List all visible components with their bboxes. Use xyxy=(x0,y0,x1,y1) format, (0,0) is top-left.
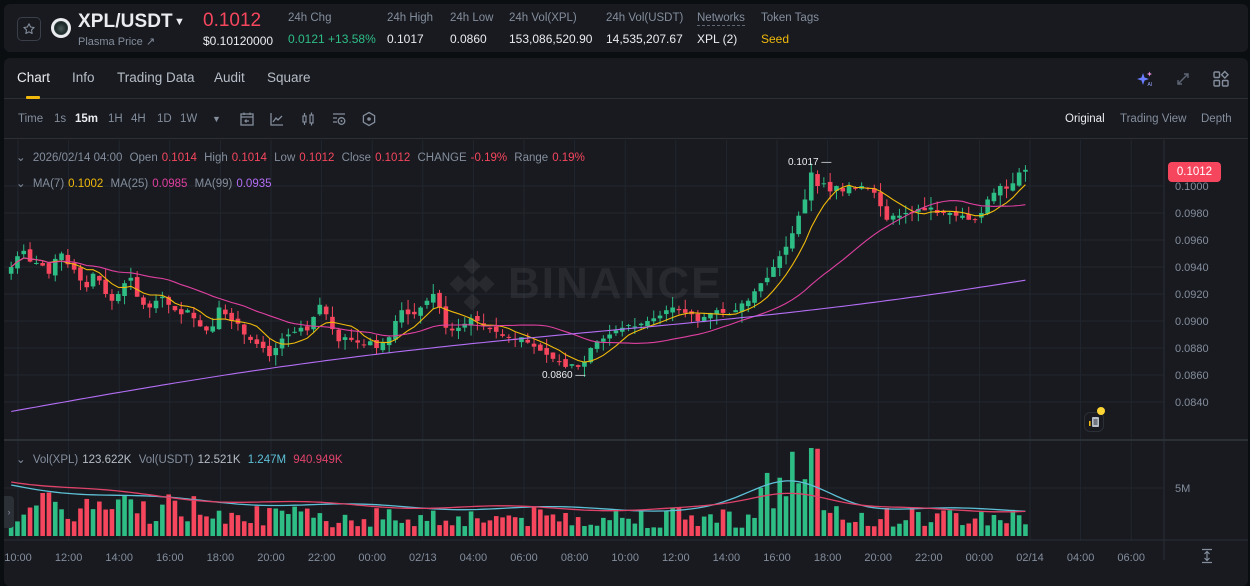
view-trading-view[interactable]: Trading View xyxy=(1120,113,1187,125)
time-axis-label: 18:00 xyxy=(813,552,842,564)
notification-dot xyxy=(1097,407,1105,415)
favorite-star-button[interactable] xyxy=(17,17,41,41)
chart-panel: Chart Info Trading Data Audit Square AI … xyxy=(4,58,1248,586)
high-marker: 0.1017 — xyxy=(788,157,832,168)
document-news-icon xyxy=(1089,417,1099,427)
side-panel-toggle[interactable]: › xyxy=(4,496,14,528)
time-axis-label: 16:00 xyxy=(763,552,791,564)
news-notification-button[interactable] xyxy=(1084,412,1104,432)
last-price: 0.1012 xyxy=(203,10,262,31)
collapse-chevron-icon[interactable]: ⌄ xyxy=(16,152,26,164)
axis-resize-icon[interactable] xyxy=(1200,548,1214,564)
hexagon-settings-icon[interactable] xyxy=(361,111,377,127)
time-axis-label: 08:00 xyxy=(560,552,589,564)
ticker-header: XPL/USDT ▼ Plasma Price ↗ 0.1012 $0.1012… xyxy=(4,4,1248,52)
tab-audit[interactable]: Audit xyxy=(214,70,245,85)
star-icon xyxy=(23,23,35,35)
plasma-price-link[interactable]: Plasma Price ↗ xyxy=(78,36,156,48)
tab-info[interactable]: Info xyxy=(72,70,95,85)
svg-text:0.0840: 0.0840 xyxy=(1175,397,1209,409)
interval-1h[interactable]: 1H xyxy=(108,113,123,125)
view-original[interactable]: Original xyxy=(1065,113,1105,125)
stat-24h-vol-xpl: 24h Vol(XPL) 153,086,520.90 xyxy=(509,12,593,46)
svg-text:0.1000: 0.1000 xyxy=(1175,181,1209,193)
time-axis-label: 20:00 xyxy=(257,552,285,564)
time-axis-label: 04:00 xyxy=(459,552,488,564)
time-axis-label: 02/14 xyxy=(1016,552,1044,564)
tab-square[interactable]: Square xyxy=(267,70,311,85)
ohlc-legend: ⌄ 2026/02/14 04:00 Open 0.1014 High 0.1014… xyxy=(16,152,585,164)
svg-text:0.0980: 0.0980 xyxy=(1175,208,1209,220)
ai-sparkle-icon[interactable]: AI xyxy=(1136,70,1154,88)
plasma-coin-logo xyxy=(51,18,71,38)
svg-text:0.0920: 0.0920 xyxy=(1175,289,1209,301)
stat-24h-vol-usdt: 24h Vol(USDT) 14,535,207.67 xyxy=(606,12,684,46)
svg-text:0.0940: 0.0940 xyxy=(1175,262,1209,274)
time-axis-label: 14:00 xyxy=(105,552,133,564)
time-axis-label: 00:00 xyxy=(358,552,386,564)
time-axis-label: 02/13 xyxy=(409,552,437,564)
chart-tabs: Chart Info Trading Data Audit Square AI xyxy=(4,58,1248,99)
stat-networks[interactable]: Networks XPL (2) xyxy=(697,12,745,46)
pair-selector[interactable]: XPL/USDT xyxy=(78,11,173,32)
volume-legend: ⌄ Vol(XPL) 123.622K Vol(USDT) 12.521K 1.24… xyxy=(16,454,343,466)
time-label[interactable]: Time xyxy=(18,113,44,125)
svg-text:0.0960: 0.0960 xyxy=(1175,235,1209,247)
candle-style-icon[interactable] xyxy=(300,111,316,127)
tab-trading-data[interactable]: Trading Data xyxy=(117,70,195,85)
svg-text:0.0880: 0.0880 xyxy=(1175,343,1209,355)
interval-1d[interactable]: 1D xyxy=(157,113,172,125)
time-axis-label: 12:00 xyxy=(54,552,83,564)
collapse-chevron-icon[interactable]: ⌄ xyxy=(16,454,26,466)
svg-text:0.0900: 0.0900 xyxy=(1175,316,1209,328)
fullscreen-expand-icon[interactable] xyxy=(1174,70,1192,88)
time-axis-label: 22:00 xyxy=(915,552,943,564)
time-axis-label: 00:00 xyxy=(965,552,994,564)
time-axis-label: 12:00 xyxy=(662,552,690,564)
tab-chart[interactable]: Chart xyxy=(17,70,51,85)
chart-settings-list-icon[interactable] xyxy=(331,111,347,127)
time-axis-label: 22:00 xyxy=(307,552,336,564)
interval-4h[interactable]: 4H xyxy=(131,113,146,125)
time-axis-label: 06:00 xyxy=(510,552,538,564)
binance-logo-icon xyxy=(449,257,495,311)
interval-1w[interactable]: 1W xyxy=(180,113,198,125)
svg-text:AI: AI xyxy=(1148,82,1153,88)
binance-watermark: BINANCE xyxy=(444,256,722,312)
caret-down-icon[interactable]: ▼ xyxy=(174,16,185,28)
svg-text:5M: 5M xyxy=(1175,483,1190,495)
collapse-chevron-icon[interactable]: ⌄ xyxy=(16,178,26,190)
layout-widgets-icon[interactable] xyxy=(1212,70,1230,88)
usd-price: $0.10120000 xyxy=(203,34,274,48)
stat-24h-high: 24h High 0.1017 xyxy=(387,12,434,46)
ma-legend: ⌄ MA(7) 0.1002 MA(25) 0.0985 MA(99) 0.0935 xyxy=(16,178,272,190)
interval-1s[interactable]: 1s xyxy=(54,113,67,125)
last-price-tag: 0.1012 xyxy=(1168,162,1221,182)
time-axis-label: 16:00 xyxy=(156,552,184,564)
low-marker: 0.0860 — xyxy=(542,370,586,381)
stat-24h-change: 24h Chg 0.0121 +13.58% xyxy=(288,12,376,46)
time-axis-label: 06:00 xyxy=(1117,552,1145,564)
time-axis-label: 18:00 xyxy=(206,552,235,564)
view-depth[interactable]: Depth xyxy=(1201,113,1232,125)
indicator-chart-icon[interactable] xyxy=(269,111,285,127)
chart-toolbar: Time 1s 15m 1H 4H 1D 1W ▼ Original Tradi… xyxy=(4,99,1248,139)
stat-token-tags: Token Tags Seed xyxy=(761,12,819,46)
time-axis-label: 14:00 xyxy=(712,552,741,564)
svg-text:0.0860: 0.0860 xyxy=(1175,370,1209,382)
time-axis-label: 20:00 xyxy=(864,552,892,564)
time-axis-label: 10:00 xyxy=(611,552,639,564)
candlestick-chart[interactable]: 0.1000 0.0980 0.0960 0.0940 0.0920 0.0900 0.08… xyxy=(4,140,1248,586)
stat-24h-low: 24h Low 0.0860 xyxy=(450,12,494,46)
time-axis-label: 10:00 xyxy=(4,552,32,564)
calendar-date-range-icon[interactable] xyxy=(239,111,255,127)
interval-15m[interactable]: 15m xyxy=(75,113,99,125)
time-axis-label: 04:00 xyxy=(1066,552,1095,564)
active-tab-indicator xyxy=(26,96,40,99)
interval-dropdown-caret-icon[interactable]: ▼ xyxy=(212,114,221,124)
